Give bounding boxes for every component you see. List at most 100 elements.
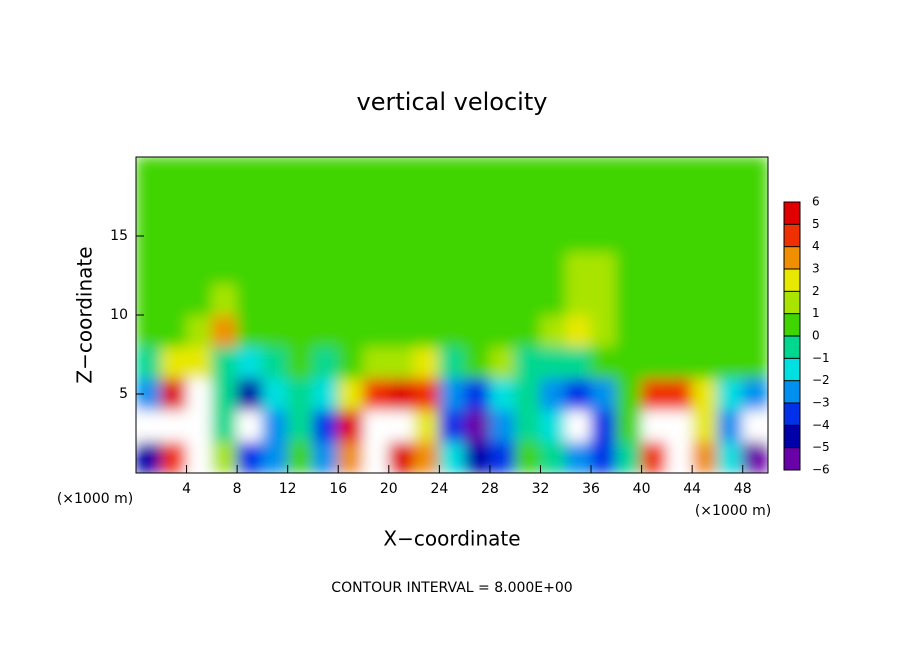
cell (160, 282, 188, 316)
cell (716, 346, 744, 379)
cell (514, 251, 541, 284)
cell (363, 346, 390, 379)
y-tick-label: 15 (110, 228, 128, 244)
cell (666, 157, 693, 190)
cell (136, 440, 162, 473)
cell (287, 377, 314, 411)
cell (337, 314, 365, 348)
cell (539, 282, 567, 316)
cell (590, 251, 617, 284)
cell (438, 157, 466, 190)
cell (312, 314, 339, 348)
cell (136, 282, 162, 316)
colorbar-tick-label: 2 (812, 284, 820, 298)
cell (160, 440, 188, 473)
cell (211, 377, 238, 411)
cell (363, 157, 390, 190)
x-unit-right: (×1000 m) (695, 503, 771, 519)
cell (716, 188, 744, 221)
cell (438, 188, 466, 221)
cell (489, 251, 516, 284)
cell (211, 409, 238, 442)
cell (160, 251, 188, 284)
x-tick-label: 40 (633, 481, 651, 497)
cell (742, 440, 768, 473)
y-tick-label: 10 (110, 307, 128, 323)
cell (615, 282, 643, 316)
cell (489, 377, 516, 411)
cell (236, 346, 263, 379)
cell (489, 282, 516, 316)
cell (666, 346, 693, 379)
cell (236, 440, 263, 473)
x-tick-label: 24 (430, 481, 448, 497)
cell (641, 409, 668, 442)
cell (590, 314, 617, 348)
cell (363, 219, 390, 253)
cell (160, 409, 188, 442)
colorbar-tick-label: 3 (812, 262, 820, 276)
cell (136, 251, 162, 284)
cell (565, 440, 592, 473)
cell (464, 219, 491, 253)
x-tick-label: 36 (582, 481, 600, 497)
colorbar-tick-label: −6 (812, 463, 830, 477)
cell (641, 251, 668, 284)
cell (413, 219, 440, 253)
cell (388, 440, 415, 473)
cell (514, 440, 541, 473)
cell (312, 282, 339, 316)
cell (413, 282, 440, 316)
cell (261, 219, 289, 253)
cell (211, 282, 238, 316)
cell (742, 409, 768, 442)
colorbar-band (784, 380, 800, 403)
cell (464, 282, 491, 316)
cell (160, 377, 188, 411)
cell (388, 251, 415, 284)
cell (565, 346, 592, 379)
colorbar-tick-label: 4 (812, 239, 820, 253)
cell (363, 251, 390, 284)
cell (236, 219, 263, 253)
colorbar-tick-label: 6 (812, 195, 820, 209)
cell (287, 314, 314, 348)
cell (464, 157, 491, 190)
cell (489, 188, 516, 221)
cell (438, 314, 466, 348)
cell (438, 251, 466, 284)
cell (641, 314, 668, 348)
cell (438, 377, 466, 411)
cell (312, 440, 339, 473)
x-tick-label: 32 (532, 481, 550, 497)
cell (539, 346, 567, 379)
cell (438, 440, 466, 473)
cell (186, 377, 213, 411)
cell (236, 377, 263, 411)
y-tick-label: 5 (119, 386, 128, 402)
cell (186, 346, 213, 379)
colorbar-band (784, 291, 800, 314)
cell (337, 251, 365, 284)
cell (438, 219, 466, 253)
cell (413, 314, 440, 348)
cell (337, 282, 365, 316)
cell (388, 314, 415, 348)
cell (590, 409, 617, 442)
colorbar-band (784, 269, 800, 292)
cell (363, 440, 390, 473)
cell (363, 409, 390, 442)
cell (539, 251, 567, 284)
cell (261, 157, 289, 190)
cell (742, 282, 768, 316)
cell (716, 219, 744, 253)
cell (590, 157, 617, 190)
cell (716, 440, 744, 473)
cell (261, 346, 289, 379)
cell (186, 219, 213, 253)
cell (742, 314, 768, 348)
x-tick-label: 20 (380, 481, 398, 497)
cell (464, 440, 491, 473)
x-tick-label: 48 (734, 481, 752, 497)
